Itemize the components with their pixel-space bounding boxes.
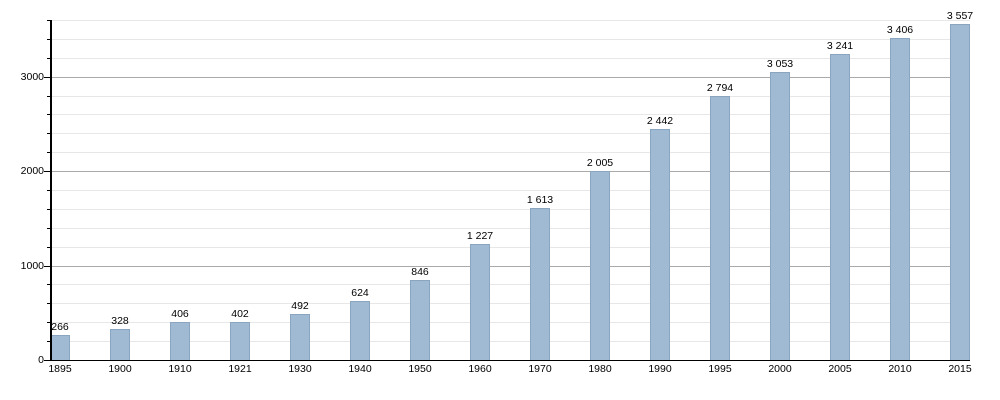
bar-value-label: 1 227 — [466, 230, 494, 243]
bar-value-label: 2 794 — [706, 82, 734, 95]
x-axis-tick-label: 1930 — [288, 363, 312, 375]
x-axis-tick-label: 1980 — [588, 363, 612, 375]
y-axis-minor-tick — [47, 208, 50, 210]
y-axis-major-tick — [44, 360, 50, 361]
y-axis-minor-tick — [47, 114, 50, 116]
bar-1921 — [230, 322, 250, 360]
y-axis-line — [50, 20, 52, 361]
y-axis-minor-tick — [47, 57, 50, 59]
y-axis-minor-tick — [47, 341, 50, 343]
y-axis-tick-label: 3000 — [20, 70, 44, 83]
y-axis-minor-tick — [47, 322, 50, 324]
bar-1980 — [590, 170, 610, 360]
x-axis-tick-label: 1970 — [528, 363, 552, 375]
y-axis-major-tick — [44, 171, 50, 173]
x-axis-tick-label: 1910 — [168, 363, 192, 375]
x-axis-tick-label: 1900 — [108, 363, 132, 375]
y-axis-minor-tick — [47, 38, 50, 40]
y-axis-minor-tick — [47, 133, 50, 135]
bar-1950 — [410, 280, 430, 360]
bar-value-label: 406 — [171, 307, 189, 320]
bar-value-label: 266 — [51, 320, 69, 333]
x-axis-tick-label: 1950 — [408, 363, 432, 375]
bar-1930 — [290, 313, 310, 360]
bar-1990 — [650, 129, 670, 360]
bar-2015 — [950, 24, 970, 360]
bar-value-label: 492 — [291, 299, 309, 312]
bar-value-label: 3 557 — [946, 10, 974, 23]
bar-value-label: 2 442 — [646, 115, 674, 128]
y-axis-minor-tick — [47, 20, 50, 21]
bar-1960 — [470, 244, 490, 360]
bar-value-label: 2 005 — [586, 156, 614, 169]
y-axis-minor-tick — [47, 227, 50, 229]
x-axis-tick-label: 2015 — [948, 363, 972, 375]
x-axis-tick-label: 2010 — [888, 363, 912, 375]
bar-1970 — [530, 207, 550, 360]
x-axis-tick-label: 1895 — [48, 363, 72, 375]
bar-1895 — [50, 334, 70, 360]
bar-value-label: 328 — [111, 315, 129, 328]
bar-1940 — [350, 301, 370, 360]
x-axis-tick-label: 1995 — [708, 363, 732, 375]
bar-value-label: 1 613 — [526, 193, 554, 206]
y-axis-minor-tick — [47, 95, 50, 97]
x-axis-tick-label: 1960 — [468, 363, 492, 375]
y-axis-minor-tick — [47, 152, 50, 154]
y-axis-minor-tick — [47, 284, 50, 286]
y-axis-tick-label: 1000 — [20, 259, 44, 272]
x-axis-tick-label: 1940 — [348, 363, 372, 375]
bar-2005 — [830, 53, 850, 360]
x-axis-tick-label: 2005 — [828, 363, 852, 375]
bar-value-label: 3 406 — [886, 24, 914, 37]
bar-value-label: 3 053 — [766, 57, 794, 70]
y-axis-major-tick — [44, 265, 50, 267]
bar-1995 — [710, 96, 730, 360]
y-axis-tick-label: 2000 — [20, 165, 44, 178]
bar-value-label: 624 — [351, 287, 369, 300]
y-axis-minor-tick — [47, 246, 50, 248]
y-axis-minor-tick — [47, 190, 50, 191]
y-axis-tick-label: 0 — [38, 354, 44, 366]
bar-2000 — [770, 71, 790, 360]
bar-2010 — [890, 38, 910, 360]
bar-1900 — [110, 329, 130, 360]
x-axis-tick-label: 1921 — [228, 363, 252, 375]
bar-1910 — [170, 321, 190, 360]
bar-value-label: 3 241 — [826, 39, 854, 52]
y-axis-major-tick — [44, 76, 50, 78]
x-axis-tick-label: 2000 — [768, 363, 792, 375]
x-axis-line — [50, 359, 970, 361]
bar-value-label: 402 — [231, 308, 249, 321]
y-axis-minor-tick — [47, 303, 50, 305]
x-axis-tick-label: 1990 — [648, 363, 672, 375]
minor-gridline — [50, 20, 970, 21]
bar-value-label: 846 — [411, 266, 429, 279]
